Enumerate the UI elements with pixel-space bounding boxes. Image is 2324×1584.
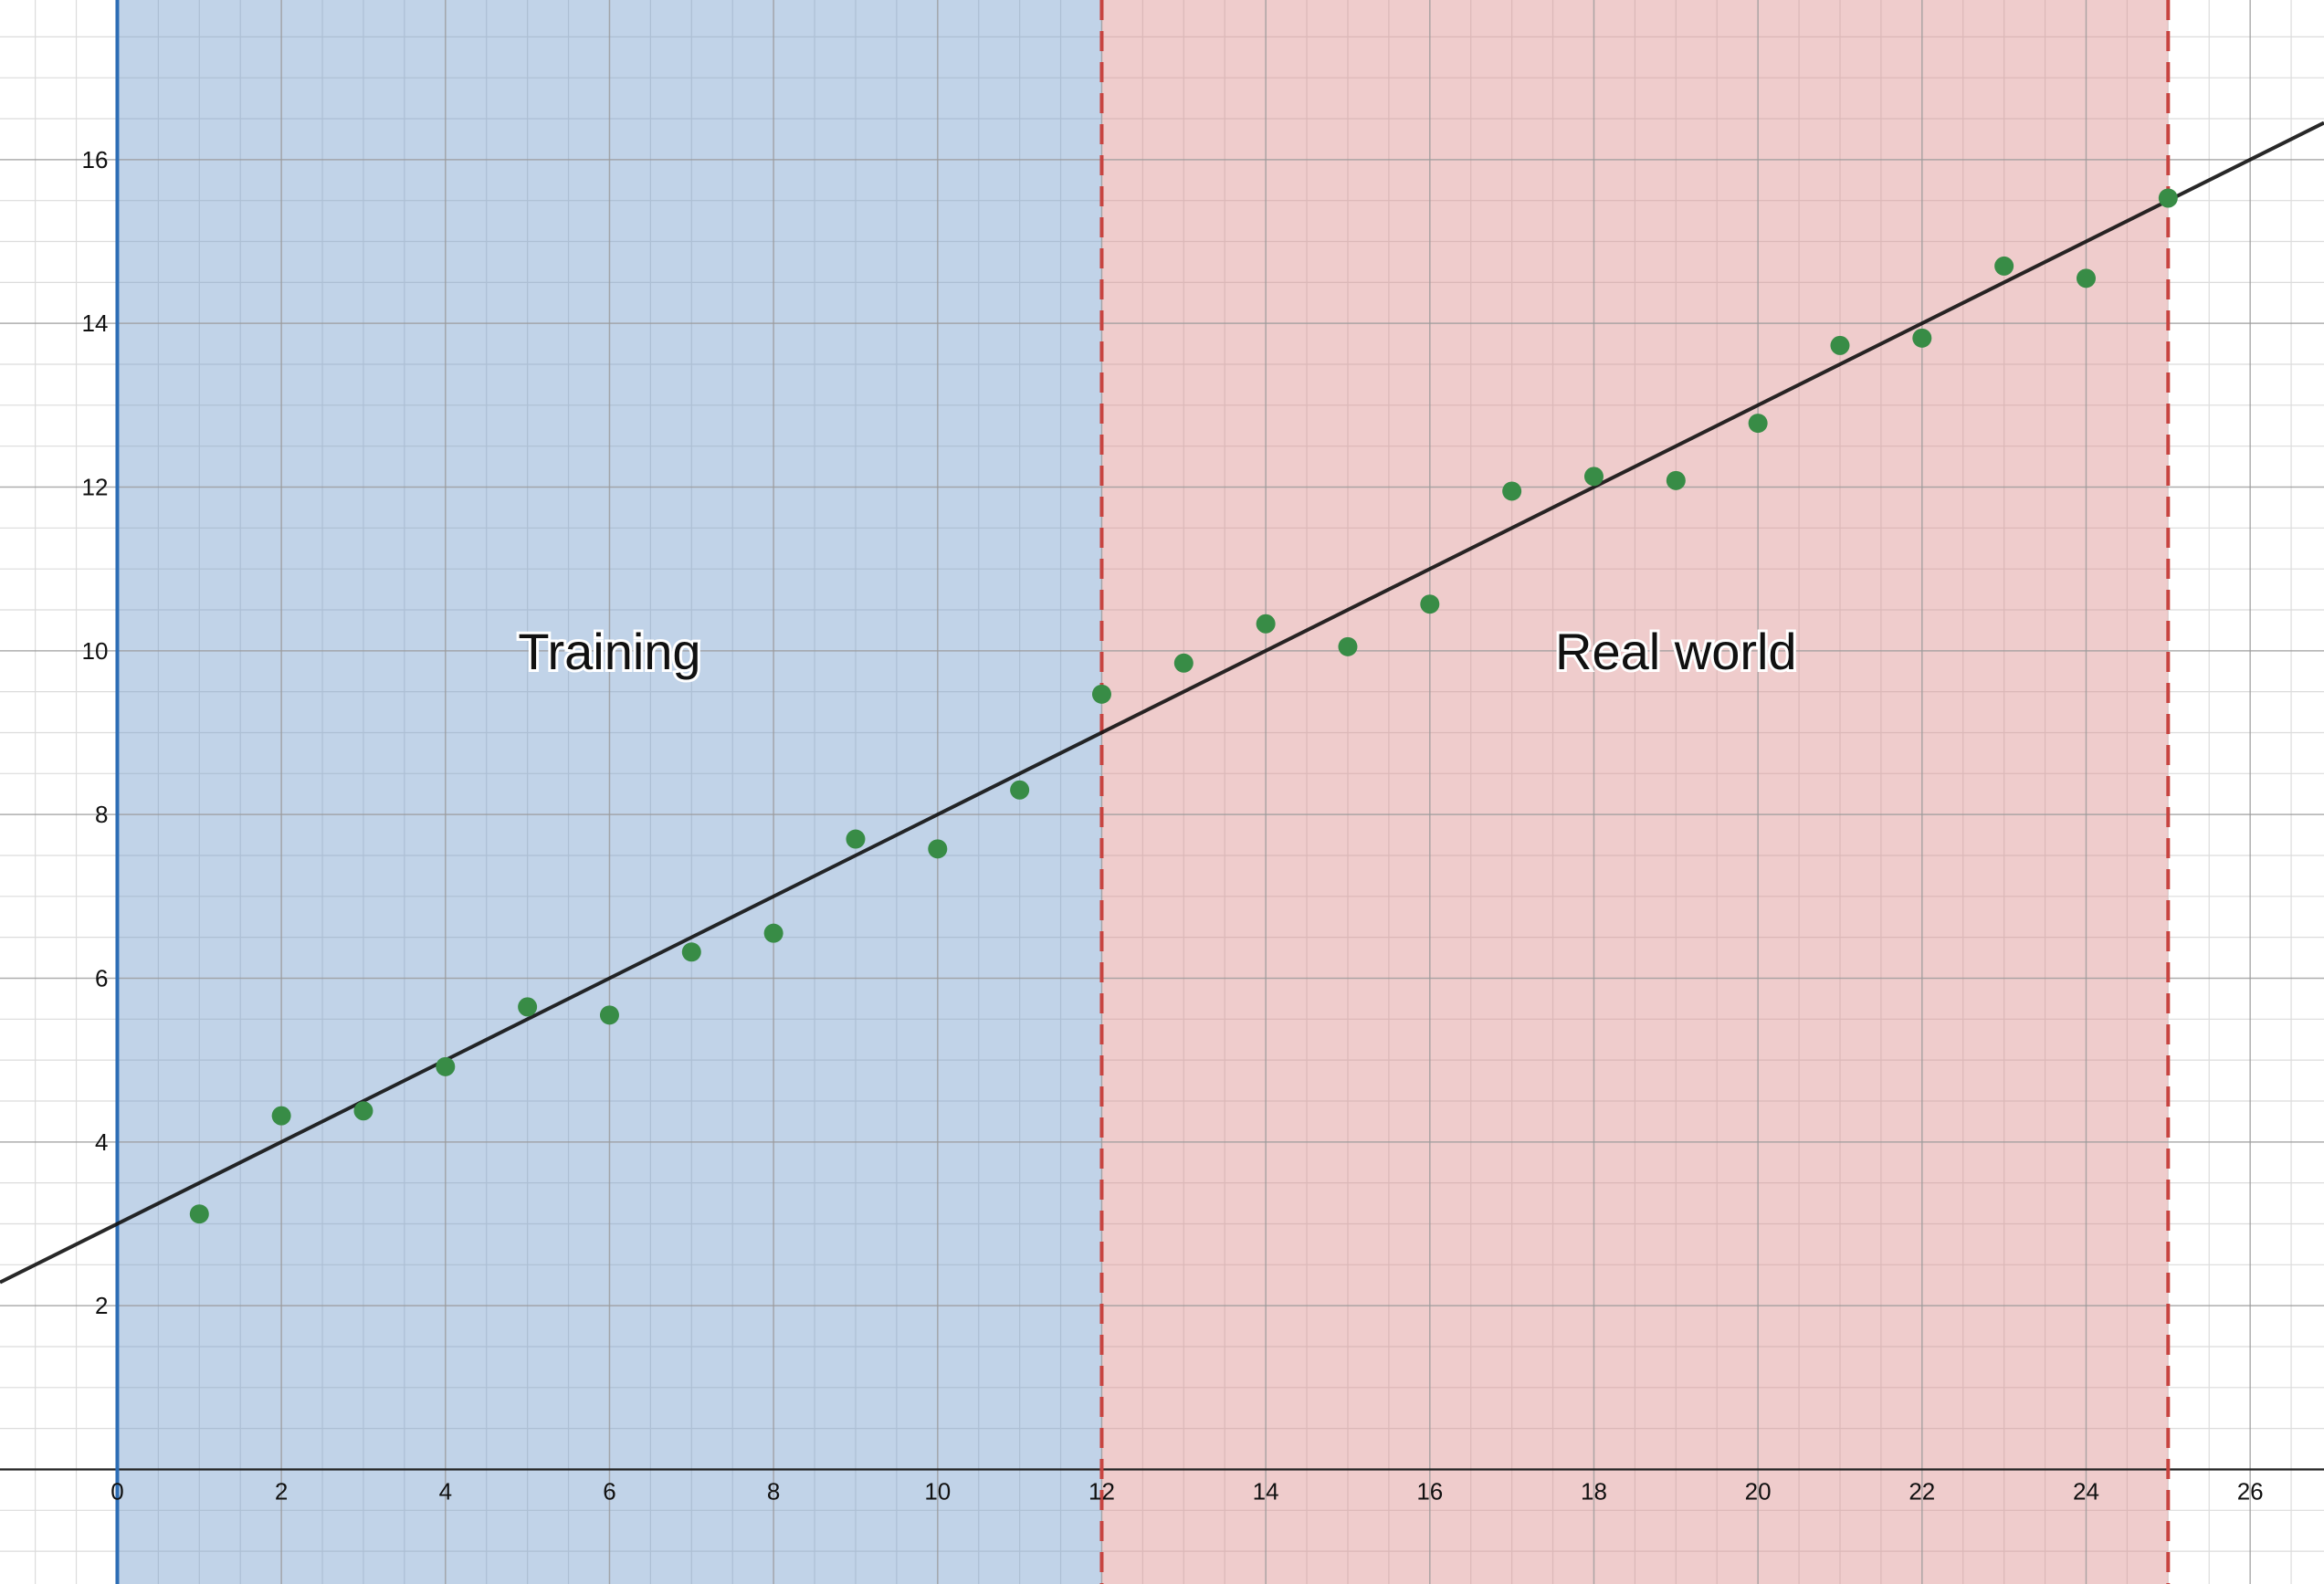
x-tick-label: 16 [1416,1477,1443,1505]
data-point [1994,256,2014,276]
x-tick-label: 18 [1581,1477,1607,1505]
data-point [2076,268,2096,288]
x-tick-label: 6 [603,1477,615,1505]
data-point [1010,780,1030,800]
x-tick-label: 2 [275,1477,288,1505]
data-point [436,1056,456,1076]
y-tick-label: 2 [95,1292,108,1319]
y-tick-label: 8 [95,801,108,828]
data-point [1666,470,1686,490]
data-point [1748,414,1768,434]
y-tick-labels: 2 4 6 8 10 12 14 16 [82,146,109,1319]
data-point [1830,335,1850,355]
y-tick-label: 6 [95,964,108,991]
region-labels: Training Real world [515,620,1799,683]
x-tick-label: 0 [110,1477,123,1505]
y-tick-label: 4 [95,1128,108,1156]
x-tick-labels: 0 2 4 6 8 10 12 14 16 18 20 22 24 26 [110,1477,2263,1505]
data-point [763,923,783,943]
y-tick-label: 12 [82,474,109,501]
x-tick-label: 12 [1088,1477,1115,1505]
y-tick-label: 14 [82,309,109,337]
x-tick-label: 26 [2237,1477,2264,1505]
data-point [189,1204,209,1224]
data-point [271,1106,291,1126]
region-label: Training [518,623,700,680]
x-tick-label: 10 [924,1477,951,1505]
y-tick-label: 10 [82,637,109,665]
region-label: Real world [1555,623,1797,680]
x-tick-label: 4 [439,1477,452,1505]
x-tick-label: 8 [767,1477,780,1505]
data-point [1420,594,1440,614]
data-point [2158,188,2178,208]
fit-line [0,121,2324,1285]
data-point [681,942,701,962]
data-point [518,997,538,1017]
x-tick-label: 14 [1253,1477,1279,1505]
x-tick-label: 22 [1909,1477,1935,1505]
region-real-world [1101,0,2169,1584]
fit-line-layer [0,121,2324,1285]
data-point [1502,481,1522,501]
x-tick-label: 20 [1745,1477,1772,1505]
data-point [1338,636,1358,656]
y-tick-label: 16 [82,146,109,173]
data-point [1256,614,1276,634]
region-shading [117,0,2169,1584]
data-point [1173,653,1194,673]
data-point [928,839,948,859]
data-point [846,829,866,849]
data-point [599,1005,619,1025]
data-point [1091,684,1111,704]
data-point [1583,467,1604,487]
region-boundaries [115,0,2171,1584]
x-tick-label: 24 [2073,1477,2099,1505]
data-point [1912,328,1932,348]
data-points [189,188,2178,1224]
data-point [353,1101,373,1121]
